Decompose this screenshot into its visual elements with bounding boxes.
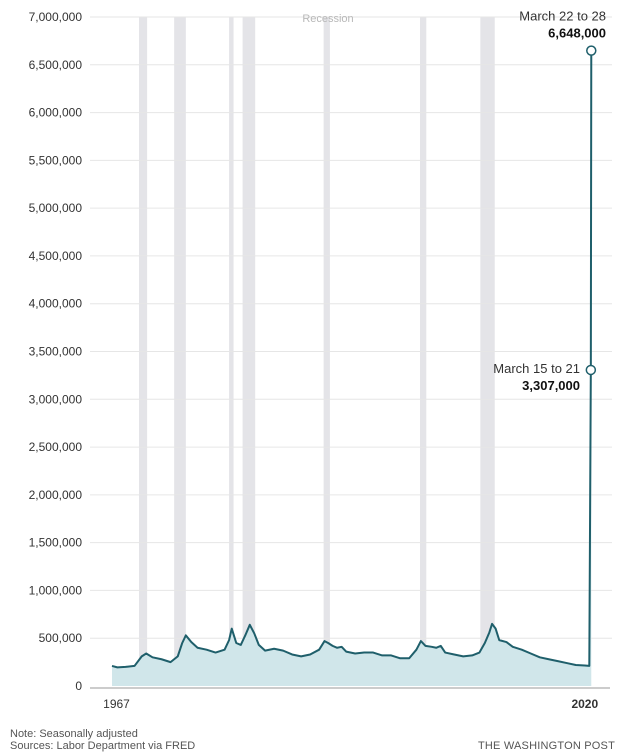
y-tick-label-12: 1,000,000: [29, 583, 83, 597]
y-tick-label-5: 4,500,000: [29, 249, 83, 263]
y-tick-label-11: 1,500,000: [29, 536, 83, 550]
y-tick-label-3: 5,500,000: [29, 153, 83, 167]
annotation-date-0: March 22 to 28: [519, 9, 606, 24]
sources-text: Sources: Labor Department via FRED: [10, 740, 196, 752]
brand-text: THE WASHINGTON POST: [477, 740, 615, 752]
recession-legend-label: Recession: [302, 13, 353, 25]
annotation-point-1: [585, 364, 597, 376]
y-tick-label-10: 2,000,000: [29, 488, 83, 502]
annotations: March 22 to 28 6,648,000 March 15 to 21 3,3…: [493, 9, 606, 393]
y-tick-label-2: 6,000,000: [29, 106, 83, 120]
note-text: Note: Seasonally adjusted: [10, 728, 138, 740]
y-axis-ticks: 7,000,000 6,500,000 6,000,000 5,500,000 5,00…: [29, 10, 83, 693]
series-line: [111, 50, 593, 669]
y-tick-label-8: 3,000,000: [29, 392, 83, 406]
claims-series: [111, 50, 593, 686]
x-tick-label-1: 2020: [571, 697, 598, 711]
x-axis-ticks: 1967 2020: [103, 697, 598, 711]
y-tick-label-0: 7,000,000: [29, 10, 83, 24]
annotation-value-0: 6,648,000: [548, 26, 606, 41]
annotation-value-1: 3,307,000: [522, 378, 580, 393]
y-tick-label-7: 3,500,000: [29, 345, 83, 359]
x-tick-label-0: 1967: [103, 697, 130, 711]
y-tick-label-14: 0: [75, 679, 82, 693]
annotation-point-0: [586, 45, 597, 56]
annotation-date-1: March 15 to 21: [493, 361, 580, 376]
y-tick-label-6: 4,000,000: [29, 297, 83, 311]
y-tick-label-1: 6,500,000: [29, 58, 83, 72]
y-tick-label-4: 5,000,000: [29, 201, 83, 215]
gridlines: [90, 16, 612, 639]
y-tick-label-13: 500,000: [39, 631, 83, 645]
y-tick-label-9: 2,500,000: [29, 440, 83, 454]
